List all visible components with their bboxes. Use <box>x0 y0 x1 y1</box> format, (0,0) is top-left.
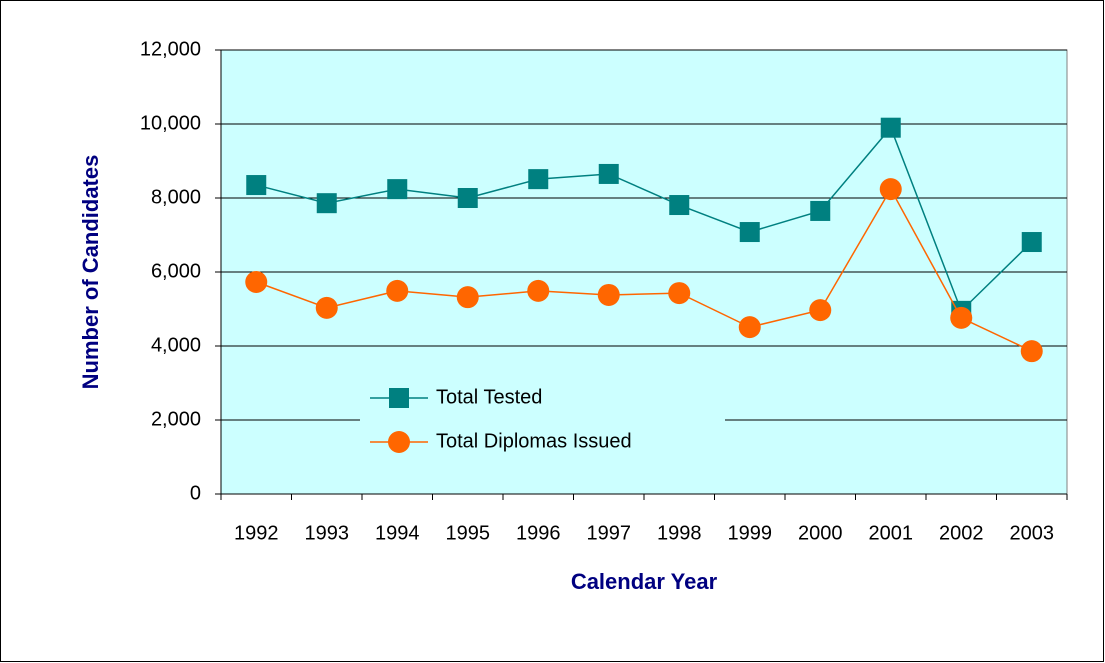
marker <box>669 195 690 216</box>
x-tick-label: 1992 <box>234 522 279 544</box>
x-tick-label: 1995 <box>446 522 491 544</box>
x-tick-label: 2002 <box>939 522 984 544</box>
marker <box>809 299 832 322</box>
legend-label: Total Tested <box>436 386 542 408</box>
y-axis-title: Number of Candidates <box>78 155 103 390</box>
y-tick-label: 2,000 <box>151 408 201 430</box>
legend <box>360 378 725 458</box>
y-tick-label: 12,000 <box>140 38 201 60</box>
marker <box>246 175 267 196</box>
marker <box>528 169 549 190</box>
y-tick-label: 8,000 <box>151 186 201 208</box>
y-tick-label: 6,000 <box>151 260 201 282</box>
marker <box>1021 232 1042 253</box>
x-tick-label: 2001 <box>869 522 914 544</box>
marker <box>879 178 902 201</box>
marker <box>527 279 550 302</box>
x-tick-label: 1996 <box>516 522 561 544</box>
marker <box>810 200 831 221</box>
series-line <box>255 187 1033 352</box>
marker <box>315 296 338 319</box>
marker <box>950 306 973 329</box>
marker <box>597 283 620 306</box>
marker <box>880 117 901 138</box>
marker <box>245 270 268 293</box>
y-tick-label: 0 <box>190 482 201 504</box>
marker <box>387 179 408 200</box>
marker <box>739 222 760 243</box>
marker <box>456 286 479 309</box>
marker <box>316 193 337 214</box>
x-tick-label: 1993 <box>305 522 350 544</box>
marker <box>1020 340 1043 363</box>
series-line <box>256 126 1033 313</box>
x-tick-label: 1997 <box>587 522 632 544</box>
x-tick-label: 2000 <box>798 522 843 544</box>
marker <box>386 279 409 302</box>
x-tick-label: 2003 <box>1010 522 1055 544</box>
y-tick-label: 4,000 <box>151 334 201 356</box>
y-tick-label: 10,000 <box>140 112 201 134</box>
marker <box>598 163 619 184</box>
x-axis-title: Calendar Year <box>571 569 718 594</box>
marker <box>738 316 761 339</box>
marker <box>457 188 478 208</box>
x-tick-label: 1998 <box>657 522 702 544</box>
x-tick-label: 1999 <box>728 522 773 544</box>
legend-marker <box>389 388 409 408</box>
legend-marker <box>388 431 410 453</box>
legend-label: Total Diplomas Issued <box>436 430 632 452</box>
marker <box>668 282 691 305</box>
x-tick-label: 1994 <box>375 522 420 544</box>
